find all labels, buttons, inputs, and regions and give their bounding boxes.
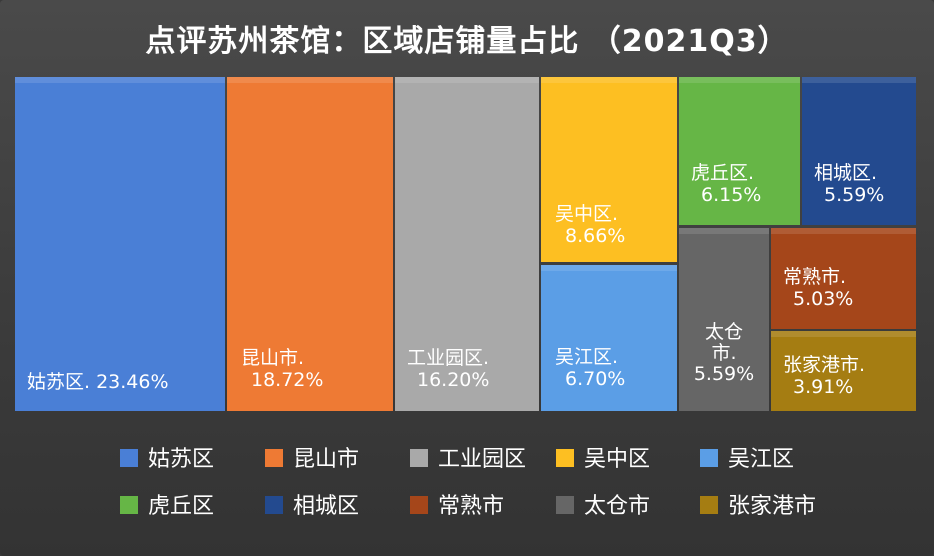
legend-swatch (410, 449, 428, 467)
tile-label: 姑苏区. 23.46% (27, 371, 169, 393)
tile-label-value: 5.03% (793, 288, 853, 310)
treemap-tile-7: 相城区.5.59% (802, 77, 916, 225)
treemap-tile-6: 虎丘区.6.15% (679, 77, 800, 225)
treemap-tile-rect (679, 228, 769, 411)
treemap-tile-highlight (679, 228, 769, 234)
legend-item-7: 相城区 (265, 494, 359, 519)
legend-item-6: 虎丘区 (120, 494, 214, 519)
tile-label-value: 5.59% (824, 184, 884, 206)
treemap-tile-rect (541, 265, 677, 411)
legend-item-3: 工业园区 (410, 447, 526, 472)
tile-label-value: 8.66% (565, 225, 625, 247)
treemap-tile-highlight (679, 77, 800, 83)
legend-label: 张家港市 (728, 494, 816, 519)
tile-label-value: 18.72% (251, 369, 323, 391)
legend-swatch (265, 449, 283, 467)
treemap-tile-rect (802, 77, 916, 225)
legend-label: 吴江区 (728, 447, 794, 472)
legend-swatch (120, 496, 138, 514)
treemap-tile-highlight (227, 77, 393, 83)
legend-item-1: 姑苏区 (120, 447, 214, 472)
tile-label-name: 工业园区. (407, 347, 489, 369)
legend-item-5: 吴江区 (700, 447, 794, 472)
legend-swatch (120, 449, 138, 467)
tile-label-name: 市. (711, 342, 736, 364)
treemap-tile-2: 昆山市.18.72% (227, 77, 393, 411)
treemap-tile-rect (541, 77, 677, 262)
tile-label-value: 6.70% (565, 368, 625, 390)
treemap-tile-10: 张家港市.3.91% (771, 331, 916, 411)
tile-label-name: 吴中区. (555, 203, 618, 225)
treemap-tile-8: 常熟市.5.03% (771, 228, 916, 329)
tile-label-name: 太仓 (705, 321, 743, 343)
treemap-tile-3: 工业园区.16.20% (395, 77, 539, 411)
treemap-tile-rect (15, 77, 225, 411)
tile-label-name: 吴江区. (555, 346, 618, 368)
tile-label-name: 相城区. (814, 162, 877, 184)
legend-label: 相城区 (293, 494, 359, 519)
treemap-tile-rect (395, 77, 539, 411)
treemap-tile-rect (679, 77, 800, 225)
chart-title: 点评苏州茶馆：区域店铺量占比 （2021Q3） (145, 24, 789, 59)
treemap-tile-9: 太仓市.5.59% (679, 228, 769, 411)
legend-label: 昆山市 (293, 447, 359, 472)
tile-label-name: 昆山市. (241, 347, 304, 369)
legend-label: 常熟市 (438, 494, 504, 519)
tile-label-name: 张家港市. (783, 354, 865, 376)
legend-swatch (410, 496, 428, 514)
treemap-tile-5: 吴江区.6.70% (541, 265, 677, 411)
tile-label-name: 虎丘区. (691, 162, 754, 184)
treemap-tile-4: 吴中区.8.66% (541, 77, 677, 262)
tile-label-name: 常熟市. (783, 266, 846, 288)
treemap-tile-rect (771, 228, 916, 329)
legend-swatch (700, 449, 718, 467)
tile-label-value: 3.91% (793, 376, 853, 398)
treemap-tile-rect (227, 77, 393, 411)
legend-item-10: 张家港市 (700, 494, 816, 519)
legend-label: 虎丘区 (148, 494, 214, 519)
legend-label: 姑苏区 (148, 447, 214, 472)
legend-label: 吴中区 (584, 447, 650, 472)
treemap-tile-highlight (395, 77, 539, 83)
legend-swatch (265, 496, 283, 514)
tile-label-value: 5.59% (694, 363, 754, 385)
treemap-tiles: 姑苏区. 23.46%昆山市.18.72%工业园区.16.20%吴中区.8.66… (15, 77, 916, 411)
legend-item-2: 昆山市 (265, 447, 359, 472)
treemap-tile-highlight (15, 77, 225, 83)
treemap-tile-highlight (541, 265, 677, 271)
tile-label-value: 16.20% (417, 369, 489, 391)
treemap-tile-highlight (771, 228, 916, 234)
treemap-tile-highlight (771, 331, 916, 337)
legend-label: 工业园区 (438, 447, 526, 472)
legend-swatch (556, 496, 574, 514)
legend-swatch (556, 449, 574, 467)
treemap-tile-highlight (541, 77, 677, 83)
legend-swatch (700, 496, 718, 514)
legend-item-9: 太仓市 (556, 494, 650, 519)
treemap-tile-rect (771, 331, 916, 411)
treemap-tile-1: 姑苏区. 23.46% (15, 77, 225, 411)
treemap-tile-highlight (802, 77, 916, 83)
tile-label-value: 6.15% (701, 184, 761, 206)
legend-item-8: 常熟市 (410, 494, 504, 519)
legend-label: 太仓市 (584, 494, 650, 519)
legend-item-4: 吴中区 (556, 447, 650, 472)
